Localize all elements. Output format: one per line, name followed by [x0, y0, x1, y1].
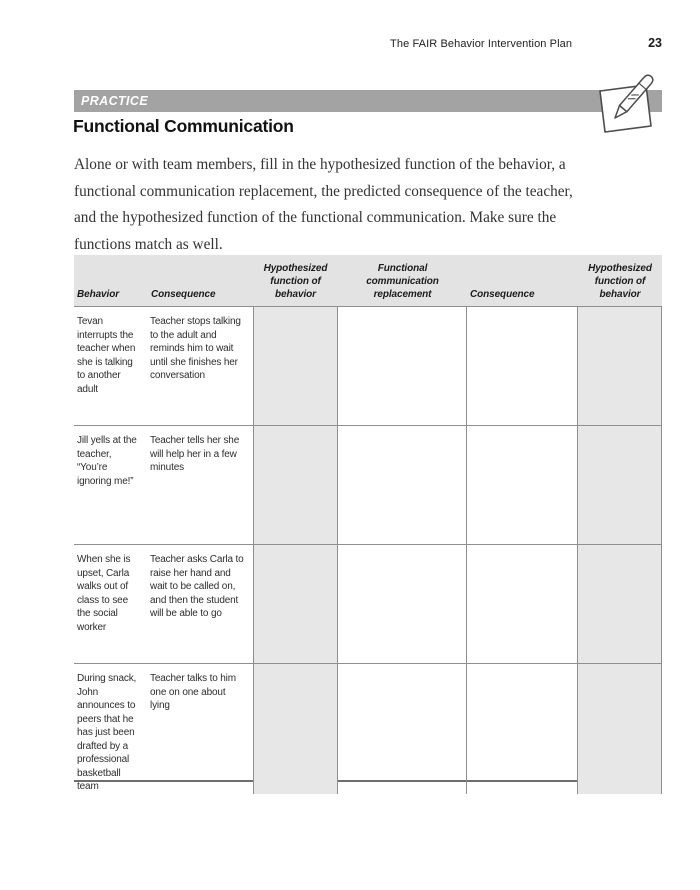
consequence-cell: Teacher asks Carla to raise her hand and…: [150, 554, 244, 619]
writein-cell-hypothesized-function: [253, 426, 338, 544]
writein-cell-replacement: [338, 426, 467, 544]
page-number: 23: [648, 36, 662, 50]
writein-cell-consequence: [467, 307, 578, 425]
running-header-title: The FAIR Behavior Intervention Plan: [390, 38, 573, 50]
column-header-replacement: Functional communication replacement: [366, 263, 439, 300]
writein-cell-hypothesized-function: [253, 307, 338, 425]
table-header-row: Behavior Consequence Hypothesized functi…: [74, 255, 662, 307]
writein-cell-replacement: [338, 307, 467, 425]
column-header-behavior: Behavior: [77, 289, 119, 300]
column-header-hypothesized-function: Hypothesized function of behavior: [263, 263, 328, 300]
writein-cell-hypothesized-function-2: [578, 307, 662, 425]
section-title: Functional Communication: [73, 116, 294, 136]
behavior-cell: When she is upset, Carla walks out of cl…: [77, 554, 131, 633]
writein-cell-consequence: [467, 426, 578, 544]
running-header: The FAIR Behavior Intervention Plan 23: [74, 36, 662, 50]
table-row: Jill yells at the teacher, “You’re ignor…: [74, 426, 662, 545]
table-row: Tevan interrupts the teacher when she is…: [74, 307, 662, 426]
column-header-hypothesized-function-2: Hypothesized function of behavior: [588, 263, 652, 300]
writein-cell-consequence: [467, 545, 578, 663]
consequence-cell: Teacher talks to him one on one about ly…: [150, 673, 236, 711]
writein-cell-replacement: [338, 664, 467, 794]
writein-cell-hypothesized-function-2: [578, 426, 662, 544]
intro-paragraph: Alone or with team members, fill in the …: [74, 156, 573, 253]
consequence-cell: Teacher tells her she will help her in a…: [150, 435, 240, 473]
writein-cell-hypothesized-function: [253, 545, 338, 663]
writein-cell-consequence: [467, 664, 578, 794]
practice-banner-label: PRACTICE: [81, 94, 149, 108]
table-row: During snack, John announces to peers th…: [74, 664, 662, 794]
consequence-cell: Teacher stops talking to the adult and r…: [150, 316, 241, 381]
behavior-cell: Jill yells at the teacher, “You’re ignor…: [77, 435, 137, 487]
behavior-cell: Tevan interrupts the teacher when she is…: [77, 316, 136, 395]
pencil-paper-icon: [594, 64, 672, 154]
behavior-cell: During snack, John announces to peers th…: [77, 673, 137, 792]
writein-cell-hypothesized-function-2: [578, 664, 662, 794]
writein-cell-replacement: [338, 545, 467, 663]
column-header-consequence-2: Consequence: [470, 289, 535, 300]
writein-cell-hypothesized-function: [253, 664, 338, 794]
column-header-consequence: Consequence: [151, 289, 216, 300]
writein-cell-hypothesized-function-2: [578, 545, 662, 663]
practice-banner: PRACTICE: [74, 90, 662, 112]
table-row: When she is upset, Carla walks out of cl…: [74, 545, 662, 664]
functional-communication-table: Behavior Consequence Hypothesized functi…: [74, 255, 662, 794]
